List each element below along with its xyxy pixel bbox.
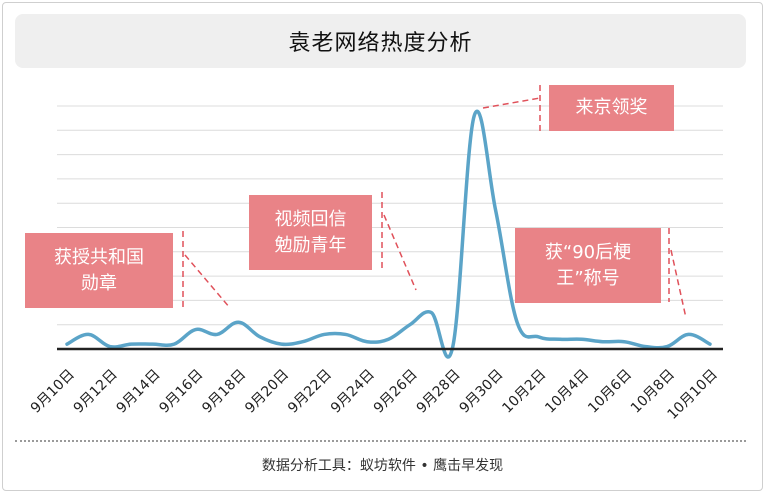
x-tick-label: 9月30日 — [456, 367, 506, 417]
x-tick-label: 9月26日 — [371, 367, 421, 417]
x-tick-label: 9月20日 — [242, 367, 292, 417]
footer-divider — [15, 440, 746, 442]
annotation-leader-diagonal — [184, 254, 231, 309]
x-tick-label: 9月10日 — [28, 367, 78, 417]
annotation-box: 获授共和国 勋章 — [25, 233, 173, 308]
x-tick-label: 9月14日 — [114, 367, 164, 417]
x-tick-label: 9月12日 — [71, 367, 121, 417]
title-banner: 袁老网络热度分析 — [15, 14, 746, 68]
x-tick-label: 9月24日 — [328, 367, 378, 417]
x-tick-label: 9月18日 — [199, 367, 249, 417]
footer-credit: 数据分析工具：蚁坊软件 • 鹰击早发现 — [261, 458, 504, 474]
x-tick-label: 9月22日 — [285, 367, 335, 417]
chart-title: 袁老网络热度分析 — [288, 31, 473, 56]
x-tick-label: 10月6日 — [585, 367, 635, 417]
x-tick-label: 9月16日 — [156, 367, 206, 417]
annotation-box: 视频回信 勉励青年 — [249, 195, 372, 270]
annotation-leaders — [182, 85, 687, 319]
annotation-leader-diagonal — [383, 214, 417, 291]
annotation-leader-diagonal — [670, 249, 687, 319]
x-tick-label: 9月28日 — [414, 367, 464, 417]
x-tick-labels: 9月10日9月12日9月14日9月16日9月18日9月20日9月22日9月24日… — [28, 367, 721, 423]
x-tick-label: 10月4日 — [542, 367, 592, 417]
annotation-box: 获“90后梗 王”称号 — [515, 228, 661, 303]
x-tick-label: 10月2日 — [499, 367, 549, 417]
annotation-box: 来京领奖 — [549, 85, 674, 131]
series-line — [65, 109, 712, 359]
